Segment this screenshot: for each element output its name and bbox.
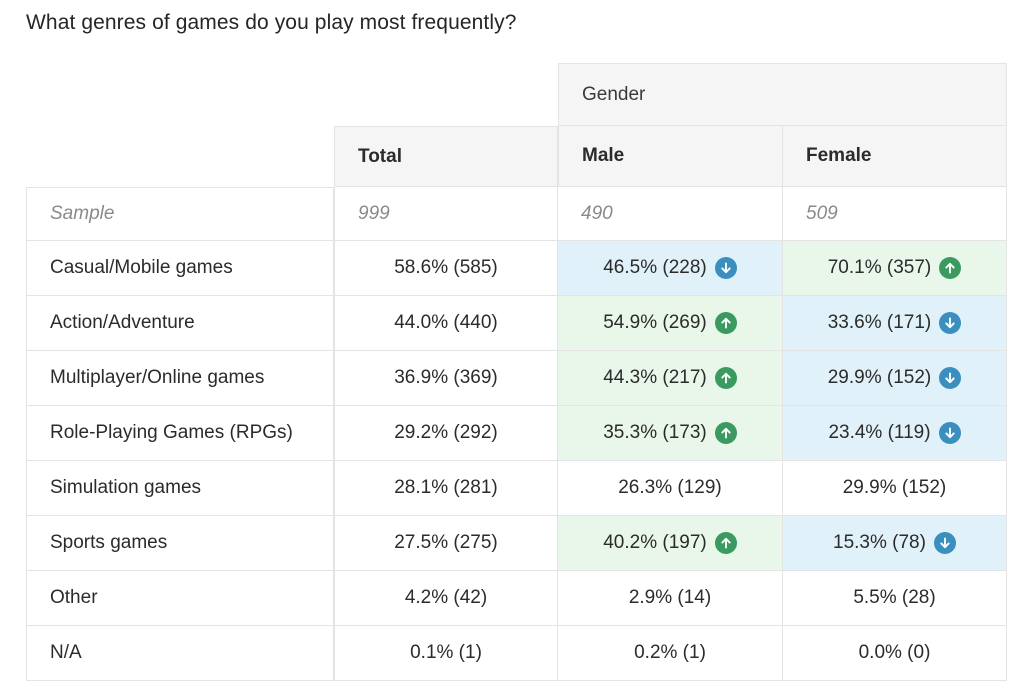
row-label-cell: Multiplayer/Online games xyxy=(26,351,334,406)
row-male-cell: 26.3% (129) xyxy=(558,461,783,516)
arrow-up-icon xyxy=(939,257,962,279)
row-female-cell: 0.0% (0) xyxy=(783,626,1007,681)
cell-value: 4.2% (42) xyxy=(404,587,488,608)
cell-value: 2.9% (14) xyxy=(628,587,712,608)
row-label: Casual/Mobile games xyxy=(50,257,233,278)
cell-value: 46.5% (228) xyxy=(603,257,707,278)
row-label: Simulation games xyxy=(50,477,202,498)
gender-group-header: Gender xyxy=(558,63,1007,126)
row-total-cell: 4.2% (42) xyxy=(334,571,558,626)
arrow-down-icon xyxy=(933,532,956,554)
arrow-up-icon xyxy=(714,367,737,389)
row-label: N/A xyxy=(50,642,82,663)
row-male-cell: 44.3% (217) xyxy=(558,351,783,406)
row-total-cell: 27.5% (275) xyxy=(334,516,558,571)
column-header-label: Male xyxy=(582,145,625,166)
cell-value: 28.1% (281) xyxy=(394,477,498,498)
cell-value: 35.3% (173) xyxy=(603,422,707,443)
cell-value: 26.3% (129) xyxy=(618,477,722,498)
sample-label: Sample xyxy=(50,203,115,224)
row-label-cell: N/A xyxy=(26,626,334,681)
arrow-down-icon xyxy=(939,367,962,389)
arrow-up-icon xyxy=(714,422,737,444)
row-male-cell: 54.9% (269) xyxy=(558,296,783,351)
cell-value: 29.2% (292) xyxy=(394,422,498,443)
row-label: Multiplayer/Online games xyxy=(50,367,265,388)
cell-value: 70.1% (357) xyxy=(827,257,932,278)
cell-value: 23.4% (119) xyxy=(828,422,931,443)
cell-value: 58.6% (585) xyxy=(394,257,498,278)
sample-female-cell: 509 xyxy=(783,187,1007,241)
cell-value: 40.2% (197) xyxy=(603,532,707,553)
cell-value: 44.0% (440) xyxy=(394,312,498,333)
question-title: What genres of games do you play most fr… xyxy=(26,11,517,34)
row-label-cell: Casual/Mobile games xyxy=(26,241,334,296)
cell-value: 5.5% (28) xyxy=(853,587,936,608)
gender-group-label: Gender xyxy=(582,83,646,105)
cell-value: 27.5% (275) xyxy=(394,532,498,553)
row-label-cell: Role-Playing Games (RPGs) xyxy=(26,406,334,461)
row-female-cell: 23.4% (119) xyxy=(783,406,1007,461)
row-label: Action/Adventure xyxy=(50,312,195,333)
column-header-label: Female xyxy=(806,145,872,166)
sample-male-cell: 490 xyxy=(558,187,783,241)
column-header-male: Male xyxy=(558,126,783,187)
arrow-down-icon xyxy=(939,312,962,334)
row-female-cell: 15.3% (78) xyxy=(783,516,1007,571)
row-label: Sports games xyxy=(50,532,168,553)
arrow-up-icon xyxy=(714,312,737,334)
row-total-cell: 29.2% (292) xyxy=(334,406,558,461)
cell-value: 0.0% (0) xyxy=(858,642,931,663)
row-female-cell: 29.9% (152) xyxy=(783,461,1007,516)
row-label-cell: Simulation games xyxy=(26,461,334,516)
row-total-cell: 0.1% (1) xyxy=(334,626,558,681)
row-label-cell: Action/Adventure xyxy=(26,296,334,351)
cell-value: 15.3% (78) xyxy=(833,532,926,553)
row-male-cell: 0.2% (1) xyxy=(558,626,783,681)
arrow-down-icon xyxy=(714,257,737,279)
cell-value: 44.3% (217) xyxy=(603,367,707,388)
row-male-cell: 46.5% (228) xyxy=(558,241,783,296)
row-female-cell: 70.1% (357) xyxy=(783,241,1007,296)
row-label-cell: Other xyxy=(26,571,334,626)
cell-value: 54.9% (269) xyxy=(603,312,707,333)
cell-value: 33.6% (171) xyxy=(827,312,932,333)
arrow-down-icon xyxy=(938,422,961,444)
cell-value: 36.9% (369) xyxy=(394,367,498,388)
column-header-female: Female xyxy=(783,126,1007,187)
cell-value: 29.9% (152) xyxy=(842,477,947,498)
column-header-total: Total xyxy=(334,126,558,187)
row-female-cell: 5.5% (28) xyxy=(783,571,1007,626)
row-male-cell: 2.9% (14) xyxy=(558,571,783,626)
sample-male-value: 490 xyxy=(581,202,613,224)
cell-value: 29.9% (152) xyxy=(827,367,932,388)
sample-label-cell: Sample xyxy=(26,187,334,241)
row-label: Other xyxy=(50,587,98,608)
sample-total-value: 999 xyxy=(358,202,390,224)
row-male-cell: 40.2% (197) xyxy=(558,516,783,571)
row-total-cell: 28.1% (281) xyxy=(334,461,558,516)
row-label-cell: Sports games xyxy=(26,516,334,571)
row-total-cell: 58.6% (585) xyxy=(334,241,558,296)
cell-value: 0.2% (1) xyxy=(634,642,706,663)
row-female-cell: 33.6% (171) xyxy=(783,296,1007,351)
row-total-cell: 44.0% (440) xyxy=(334,296,558,351)
arrow-up-icon xyxy=(714,532,737,554)
row-label: Role-Playing Games (RPGs) xyxy=(50,422,293,443)
sample-total-cell: 999 xyxy=(334,187,558,241)
row-total-cell: 36.9% (369) xyxy=(334,351,558,406)
sample-female-value: 509 xyxy=(806,202,838,224)
row-female-cell: 29.9% (152) xyxy=(783,351,1007,406)
column-header-label: Total xyxy=(358,145,402,167)
cell-value: 0.1% (1) xyxy=(410,642,482,663)
row-male-cell: 35.3% (173) xyxy=(558,406,783,461)
